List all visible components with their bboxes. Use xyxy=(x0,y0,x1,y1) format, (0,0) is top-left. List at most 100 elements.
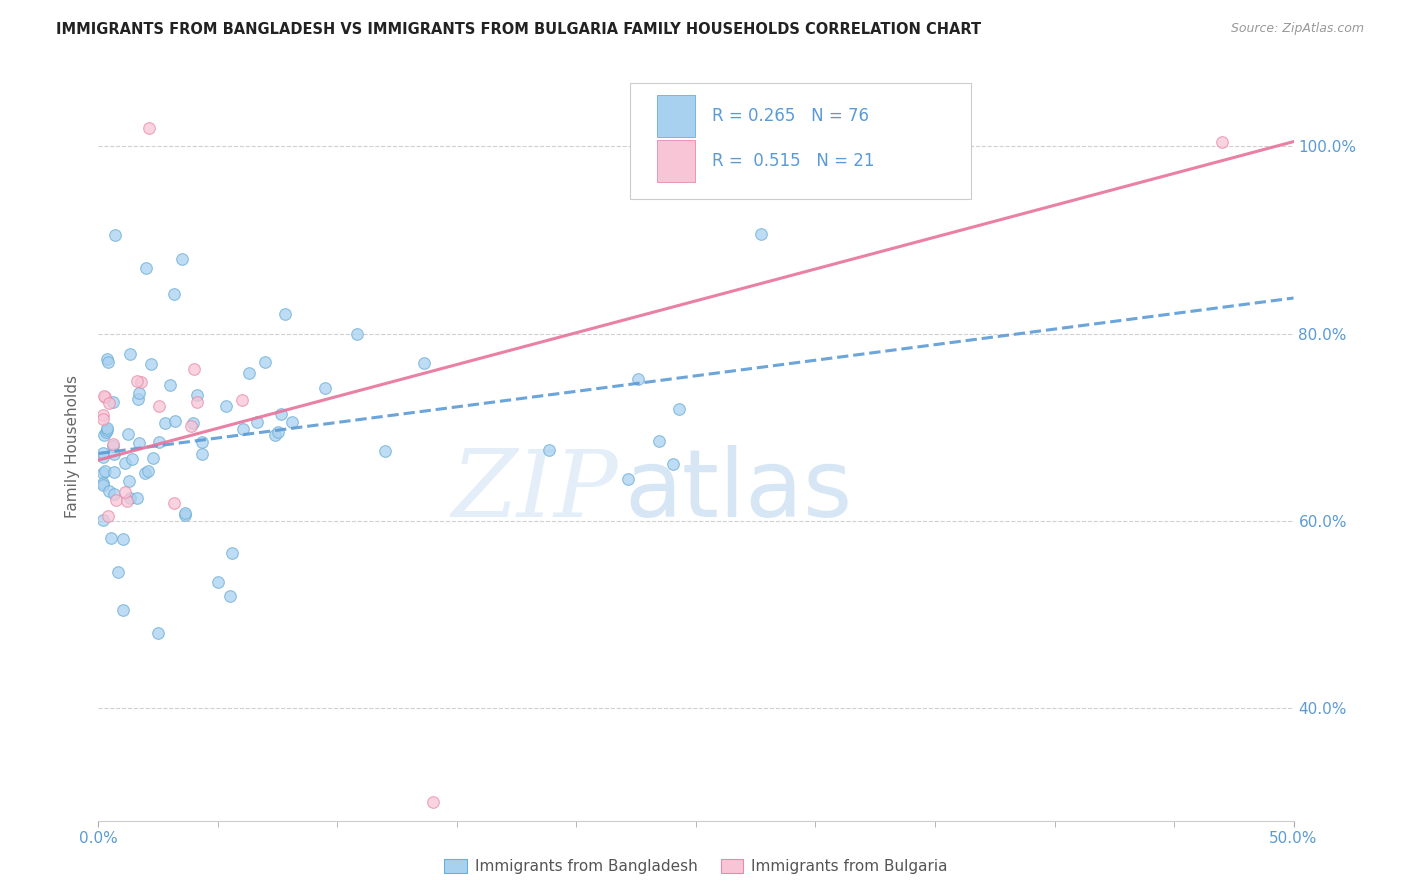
Point xyxy=(103,465,125,479)
Point xyxy=(128,436,150,450)
Point xyxy=(138,120,160,135)
Text: IMMIGRANTS FROM BANGLADESH VS IMMIGRANTS FROM BULGARIA FAMILY HOUSEHOLDS CORRELA: IMMIGRANTS FROM BANGLADESH VS IMMIGRANTS… xyxy=(56,22,981,37)
Point xyxy=(174,508,197,522)
Point xyxy=(215,399,238,413)
Point xyxy=(103,394,125,409)
Text: Source: ZipAtlas.com: Source: ZipAtlas.com xyxy=(1230,22,1364,36)
Point xyxy=(751,227,773,241)
Text: atlas: atlas xyxy=(624,445,852,537)
Point xyxy=(97,508,120,523)
Point xyxy=(91,408,114,422)
Point xyxy=(114,484,136,499)
Point xyxy=(91,476,114,491)
Point xyxy=(103,439,125,453)
Point xyxy=(180,419,202,434)
Point xyxy=(93,427,115,442)
Point xyxy=(134,466,156,480)
Point xyxy=(538,443,561,458)
Point xyxy=(91,513,114,527)
Point xyxy=(186,395,208,409)
Point xyxy=(127,392,149,406)
Point xyxy=(159,378,181,392)
Point xyxy=(94,464,117,478)
Point xyxy=(148,626,170,640)
Legend: Immigrants from Bangladesh, Immigrants from Bulgaria: Immigrants from Bangladesh, Immigrants f… xyxy=(439,853,953,880)
Point xyxy=(207,574,229,589)
Point xyxy=(91,445,114,459)
Point xyxy=(103,437,125,451)
Point xyxy=(96,423,118,437)
Point xyxy=(97,355,120,369)
Point xyxy=(274,307,297,321)
Point xyxy=(120,347,142,361)
FancyBboxPatch shape xyxy=(657,95,695,136)
Point xyxy=(118,491,141,506)
Point xyxy=(163,496,186,510)
Point xyxy=(374,443,396,458)
Point xyxy=(1211,135,1233,149)
Point xyxy=(648,434,671,448)
Point xyxy=(668,401,690,416)
Point xyxy=(125,491,148,505)
Point xyxy=(127,375,149,389)
Point xyxy=(616,472,638,486)
Point xyxy=(413,356,436,370)
Point xyxy=(141,357,163,371)
Y-axis label: Family Households: Family Households xyxy=(65,375,80,517)
Point xyxy=(135,261,157,276)
Text: R = 0.265   N = 76: R = 0.265 N = 76 xyxy=(711,107,869,125)
Point xyxy=(346,327,368,342)
Point xyxy=(128,385,150,400)
Point xyxy=(97,484,120,499)
Point xyxy=(186,388,208,402)
Point xyxy=(263,428,285,442)
Point xyxy=(96,425,118,440)
Text: ZIP: ZIP xyxy=(451,446,619,536)
Point xyxy=(103,487,125,501)
Point xyxy=(104,493,127,508)
Point xyxy=(91,478,114,492)
Point xyxy=(117,426,139,441)
Point xyxy=(183,362,205,376)
Point xyxy=(190,447,212,461)
Point xyxy=(172,252,194,266)
Point xyxy=(96,421,118,435)
Text: R =  0.515   N = 21: R = 0.515 N = 21 xyxy=(711,152,875,169)
Point xyxy=(91,466,114,480)
Point xyxy=(103,447,125,461)
Point xyxy=(627,372,650,386)
Point xyxy=(219,589,242,603)
Point xyxy=(91,412,114,426)
Point xyxy=(91,450,114,465)
Point xyxy=(314,381,336,395)
Point xyxy=(136,464,159,478)
Point xyxy=(129,375,152,389)
Point xyxy=(107,565,129,579)
Point xyxy=(96,351,118,366)
Point xyxy=(281,415,304,429)
Point xyxy=(142,451,165,466)
Point xyxy=(104,228,127,243)
Point xyxy=(270,407,292,421)
Point xyxy=(117,494,139,508)
Point xyxy=(148,399,170,413)
FancyBboxPatch shape xyxy=(657,140,695,181)
Point xyxy=(148,434,170,449)
Point xyxy=(238,366,260,380)
Point xyxy=(98,396,121,410)
Point xyxy=(254,355,277,369)
Point xyxy=(662,457,685,471)
Point xyxy=(121,451,143,466)
Point xyxy=(246,415,269,429)
Point xyxy=(114,457,136,471)
Point xyxy=(191,435,214,450)
Point xyxy=(118,474,141,488)
Point xyxy=(111,603,134,617)
Point xyxy=(181,416,204,430)
Point xyxy=(94,390,117,404)
Point xyxy=(153,416,176,430)
FancyBboxPatch shape xyxy=(630,83,972,199)
Point xyxy=(422,795,444,809)
Point xyxy=(221,546,243,560)
Point xyxy=(93,389,115,403)
